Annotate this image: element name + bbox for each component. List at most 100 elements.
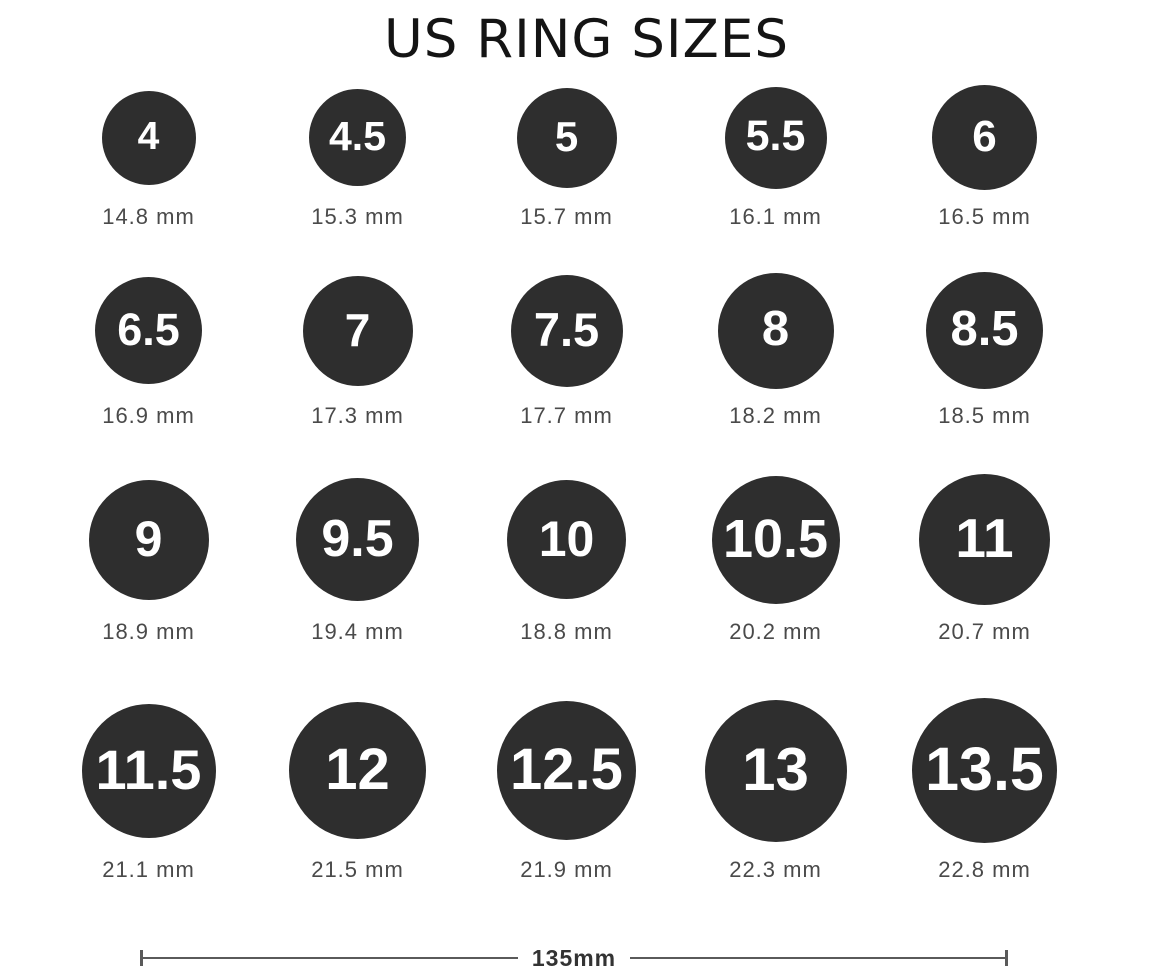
scale-right-tick — [1005, 950, 1008, 966]
ring-grid: 4 14.8 mm 4.5 15.3 mm 5 15.7 mm 5.5 16.1 mm 6 16.… — [0, 85, 1173, 883]
ring-size-cell: 7 17.3 mm — [253, 272, 462, 429]
ring-size-number: 6 — [972, 111, 997, 161]
ring-size-cell: 10.5 20.2 mm — [671, 474, 880, 645]
ring-diameter-label: 21.9 mm — [520, 856, 613, 882]
ring-size-cell: 8 18.2 mm — [671, 272, 880, 429]
ring-size-number: 13.5 — [925, 735, 1044, 804]
ring-size-cell: 13 22.3 mm — [671, 698, 880, 883]
ring-size-cell: 9.5 19.4 mm — [253, 474, 462, 645]
ring-diameter-label: 15.3 mm — [311, 203, 404, 229]
ring-circle-zone: 10 — [507, 474, 626, 606]
ring-size-cell: 5.5 16.1 mm — [671, 85, 880, 230]
ring-size-cell: 5 15.7 mm — [462, 85, 671, 230]
ring-circle-zone: 4.5 — [309, 85, 406, 191]
ring-size-cell: 9 18.9 mm — [44, 474, 253, 645]
ring-circle-zone: 9 — [88, 474, 209, 606]
ring-size-cell: 11.5 21.1 mm — [44, 698, 253, 883]
ring-circle: 9 — [88, 479, 209, 600]
ring-circle-zone: 13.5 — [912, 698, 1057, 844]
ring-circle: 10.5 — [711, 475, 840, 604]
ring-circle: 7 — [302, 275, 413, 386]
page-title: US RING SIZES — [383, 9, 789, 70]
ring-size-cell: 4.5 15.3 mm — [253, 85, 462, 230]
ring-circle: 13.5 — [912, 698, 1057, 844]
ring-circle-zone: 10.5 — [711, 474, 840, 606]
ring-circle-zone: 6 — [932, 85, 1037, 191]
ring-circle-zone: 8.5 — [926, 272, 1043, 390]
ring-size-cell: 10 18.8 mm — [462, 474, 671, 645]
ring-size-cell: 8.5 18.5 mm — [880, 272, 1089, 429]
ring-size-cell: 11 20.7 mm — [880, 474, 1089, 645]
ring-size-cell: 4 14.8 mm — [44, 85, 253, 230]
ring-circle-zone: 13 — [704, 698, 847, 844]
scale-right-line — [630, 957, 1005, 959]
ring-circle-zone: 11 — [919, 474, 1050, 606]
ring-diameter-label: 20.2 mm — [729, 618, 822, 644]
ring-size-number: 10.5 — [722, 508, 829, 569]
ring-size-number: 4.5 — [329, 113, 386, 160]
ring-size-number: 10 — [538, 510, 595, 567]
ring-circle: 4.5 — [309, 89, 406, 187]
scale-left-tick — [140, 950, 143, 966]
ring-row-2: 6.5 16.9 mm 7 17.3 mm 7.5 17.7 mm 8 18.2 mm 8.5 1… — [44, 272, 1173, 429]
ring-size-number: 12.5 — [510, 736, 623, 802]
ring-size-number: 8.5 — [950, 302, 1019, 357]
ring-size-cell: 6.5 16.9 mm — [44, 272, 253, 429]
ring-circle-zone: 5 — [516, 85, 617, 191]
ring-size-cell: 12 21.5 mm — [253, 698, 462, 883]
ring-circle: 9.5 — [296, 478, 419, 602]
ring-diameter-label: 16.9 mm — [102, 402, 195, 428]
ring-circle-zone: 7 — [302, 272, 413, 390]
ring-circle: 8.5 — [926, 272, 1043, 390]
ring-size-number: 13 — [742, 735, 809, 803]
ring-circle: 5 — [516, 87, 617, 188]
ring-size-number: 9 — [134, 510, 163, 567]
ring-circle: 7.5 — [510, 274, 623, 387]
ring-diameter-label: 22.3 mm — [729, 856, 822, 882]
ring-circle-zone: 9.5 — [296, 474, 419, 606]
ring-diameter-label: 17.3 mm — [311, 402, 404, 428]
ring-size-cell: 13.5 22.8 mm — [880, 698, 1089, 883]
ring-circle: 5.5 — [724, 86, 827, 189]
ring-circle-zone: 4 — [101, 85, 196, 191]
ring-size-cell: 7.5 17.7 mm — [462, 272, 671, 429]
ring-diameter-label: 15.7 mm — [520, 203, 613, 229]
ring-diameter-label: 18.9 mm — [102, 618, 195, 644]
ring-circle-zone: 7.5 — [510, 272, 623, 390]
ring-row-4: 11.5 21.1 mm 12 21.5 mm 12.5 21.9 mm 13 22.3 mm… — [44, 698, 1173, 883]
ring-diameter-label: 18.5 mm — [938, 402, 1031, 428]
ring-size-number: 6.5 — [117, 304, 180, 356]
ring-circle: 11 — [919, 474, 1050, 606]
ring-diameter-label: 16.1 mm — [729, 203, 822, 229]
ring-diameter-label: 21.5 mm — [311, 856, 404, 882]
ring-circle: 13 — [704, 699, 847, 842]
ring-size-cell: 6 16.5 mm — [880, 85, 1089, 230]
ring-circle-zone: 12.5 — [497, 698, 636, 844]
ring-diameter-label: 19.4 mm — [311, 618, 404, 644]
ring-size-number: 7.5 — [533, 303, 600, 357]
ring-circle: 6.5 — [95, 277, 202, 385]
ring-circle: 12.5 — [497, 701, 636, 841]
ring-row-3: 9 18.9 mm 9.5 19.4 mm 10 18.8 mm 10.5 20.2 mm 11… — [44, 474, 1173, 645]
ring-size-number: 5.5 — [745, 112, 806, 161]
ring-circle-zone: 11.5 — [81, 698, 216, 844]
ring-diameter-label: 18.8 mm — [520, 618, 613, 644]
scale-label: 135mm — [531, 944, 617, 971]
ring-circle: 11.5 — [81, 703, 216, 838]
ring-circle: 10 — [507, 480, 626, 600]
ring-circle: 12 — [289, 702, 426, 840]
ring-size-number: 4 — [137, 115, 160, 159]
ring-size-number: 11 — [955, 507, 1014, 570]
ring-circle-zone: 8 — [717, 272, 834, 390]
ring-circle: 8 — [717, 272, 834, 389]
ring-diameter-label: 21.1 mm — [102, 856, 195, 882]
ring-diameter-label: 20.7 mm — [938, 618, 1031, 644]
ring-circle: 4 — [101, 90, 196, 185]
ring-diameter-label: 14.8 mm — [102, 203, 195, 229]
scale-bar: 135mm — [140, 942, 1008, 974]
ring-circle: 6 — [932, 85, 1037, 191]
ring-size-number: 9.5 — [321, 509, 394, 568]
ring-row-1: 4 14.8 mm 4.5 15.3 mm 5 15.7 mm 5.5 16.1 mm 6 16.… — [44, 85, 1173, 230]
ring-size-number: 5 — [554, 112, 579, 160]
